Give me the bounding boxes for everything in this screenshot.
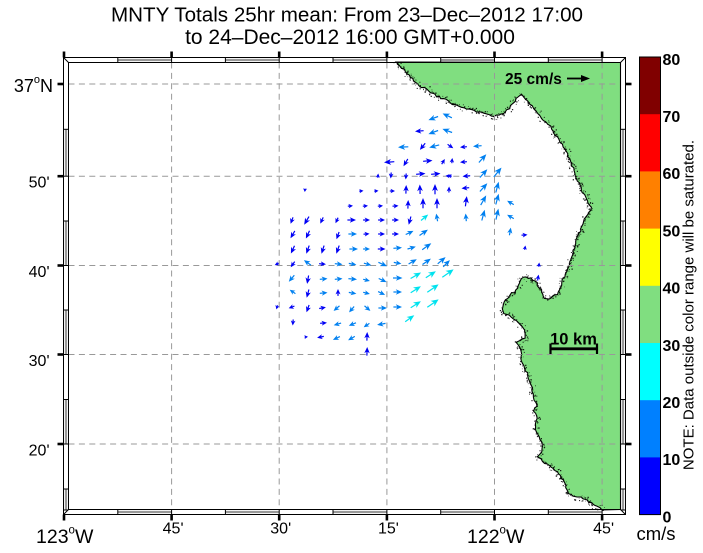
svg-text:40': 40' <box>29 264 50 281</box>
svg-text:50': 50' <box>29 175 50 192</box>
svg-text:80: 80 <box>663 52 681 69</box>
svg-text:NOTE: Data outside color range: NOTE: Data outside color range will be s… <box>681 140 698 470</box>
svg-text:20: 20 <box>663 395 681 412</box>
svg-text:10: 10 <box>663 452 681 469</box>
svg-text:70: 70 <box>663 109 681 126</box>
svg-text:50: 50 <box>663 223 681 240</box>
svg-text:45': 45' <box>163 521 184 538</box>
svg-text:45': 45' <box>593 521 614 538</box>
svg-text:122oW: 122oW <box>467 525 525 549</box>
svg-text:60: 60 <box>663 166 681 183</box>
svg-text:123oW: 123oW <box>36 525 94 549</box>
svg-text:25 cm/s: 25 cm/s <box>505 71 562 88</box>
svg-text:MNTY Totals 25hr mean: From 23: MNTY Totals 25hr mean: From 23–Dec–2012 … <box>111 4 583 27</box>
svg-text:15': 15' <box>378 521 399 538</box>
svg-text:37oN: 37oN <box>14 74 53 96</box>
svg-text:40: 40 <box>663 281 681 298</box>
svg-text:30': 30' <box>270 521 291 538</box>
svg-text:10 km: 10 km <box>550 331 597 349</box>
svg-text:cm/s: cm/s <box>637 523 676 544</box>
svg-text:30: 30 <box>663 338 681 355</box>
svg-text:20': 20' <box>29 443 50 460</box>
svg-text:to 24–Dec–2012 16:00 GMT+0.000: to 24–Dec–2012 16:00 GMT+0.000 <box>185 26 515 49</box>
svg-text:30': 30' <box>29 353 50 370</box>
